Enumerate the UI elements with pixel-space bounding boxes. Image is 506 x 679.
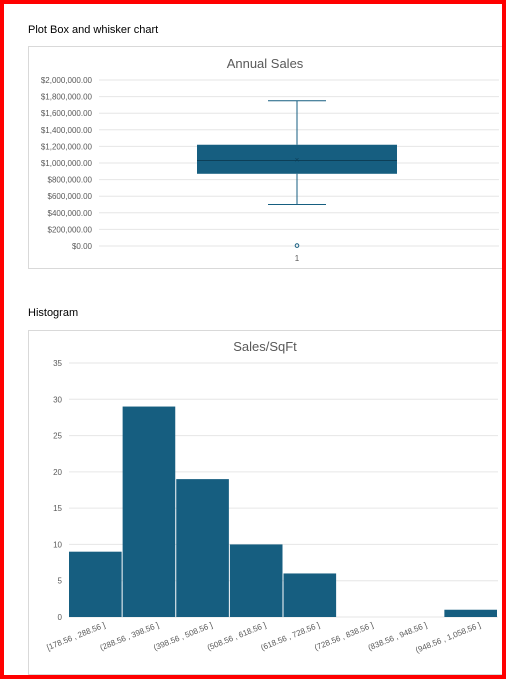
- y-tick-label: $400,000.00: [48, 209, 93, 218]
- y-tick-label: $1,600,000.00: [41, 109, 93, 118]
- histogram-bar: [176, 479, 229, 617]
- y-tick-label: 20: [53, 468, 62, 477]
- y-tick-label: $200,000.00: [48, 225, 93, 234]
- x-tick-label: (508.56 , 618.56 ]: [206, 621, 268, 653]
- mean-marker: ×: [295, 156, 300, 165]
- y-tick-label: $1,000,000.00: [41, 159, 93, 168]
- histogram-bar: [229, 544, 283, 617]
- histogram-svg: Sales/SqFt 0 5 10 15 20 25 30 35 [178.56 , 288.56…: [45, 339, 498, 655]
- x-tick-label: (618.56 , 728.56 ]: [260, 621, 322, 653]
- iqr-box: [197, 144, 397, 174]
- y-tick-label: 15: [53, 504, 62, 513]
- y-tick-label: $1,400,000.00: [41, 126, 93, 135]
- y-tick-label: 35: [53, 359, 62, 368]
- x-category-label: 1: [295, 254, 300, 263]
- x-tick-label: [178.56 , 288.56 ]: [45, 621, 106, 653]
- histogram-bar: [283, 573, 337, 617]
- boxplot-svg: Annual Sales $0.00 $200,000.00 $400,000.00 $…: [41, 56, 499, 263]
- chart-title: Annual Sales: [227, 56, 304, 71]
- y-tick-label: $1,800,000.00: [41, 93, 93, 102]
- x-tick-label: (288.56 , 398.56 ]: [99, 621, 161, 653]
- histogram-bar: [444, 609, 497, 617]
- chart-title: Sales/SqFt: [233, 339, 297, 354]
- y-tick-label: 25: [53, 432, 62, 441]
- y-tick-label: $800,000.00: [48, 176, 93, 185]
- boxplot-section-label: Plot Box and whisker chart: [28, 24, 159, 36]
- histogram-bar: [69, 551, 122, 617]
- y-tick-label: 0: [58, 613, 63, 622]
- y-tick-label: $600,000.00: [48, 192, 93, 201]
- histogram-bar: [122, 406, 176, 617]
- boxplot-chart-area[interactable]: Annual Sales $0.00 $200,000.00 $400,000.00 $…: [28, 46, 504, 269]
- x-tick-label: (398.56 , 508.56 ]: [152, 621, 214, 653]
- y-tick-label: $0.00: [72, 242, 93, 251]
- histogram-chart-area[interactable]: Sales/SqFt 0 5 10 15 20 25 30 35 [178.56 , 288.56…: [28, 330, 504, 675]
- outlier-point: [294, 243, 300, 248]
- y-tick-label: 5: [58, 577, 63, 586]
- y-tick-label: 10: [53, 540, 62, 549]
- x-tick-label: (728.56 , 838.56 ]: [313, 621, 375, 653]
- y-tick-label: $2,000,000.00: [41, 76, 93, 85]
- y-tick-label: $1,200,000.00: [41, 142, 93, 151]
- histogram-section-label: Histogram: [28, 307, 79, 319]
- y-tick-label: 30: [53, 395, 62, 404]
